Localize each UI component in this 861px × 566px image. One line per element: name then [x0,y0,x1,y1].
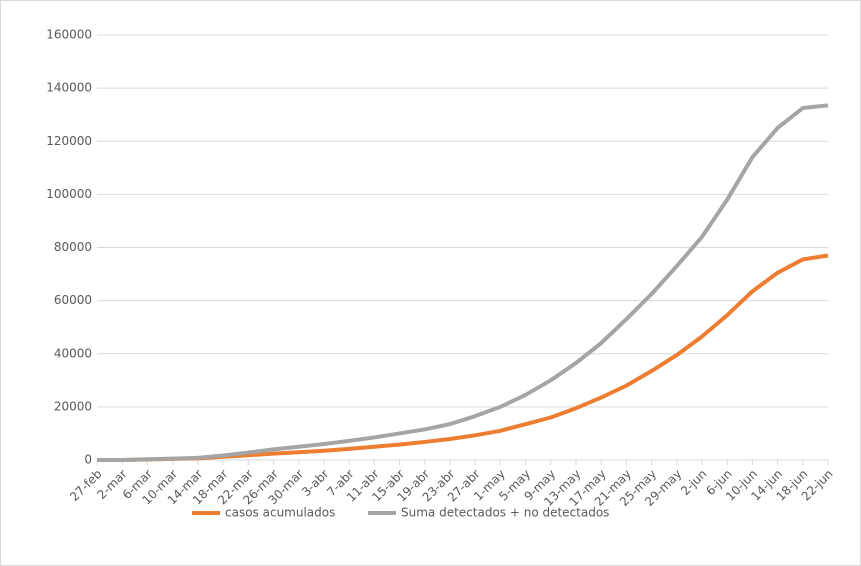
y-tick-label: 0 [84,453,92,467]
y-tick-label: 120000 [46,134,92,148]
y-tick-label: 140000 [46,81,92,95]
legend-label: casos acumulados [225,506,335,520]
y-tick-label: 60000 [54,293,92,307]
series-line [97,103,829,462]
y-tick-label: 80000 [54,240,92,254]
y-tick-label: 40000 [54,346,92,360]
legend-label: Suma detectados + no detectados [401,506,609,520]
y-tick-label: 160000 [46,28,92,42]
y-tick-label: 100000 [46,187,92,201]
y-tick-label: 20000 [54,399,92,413]
